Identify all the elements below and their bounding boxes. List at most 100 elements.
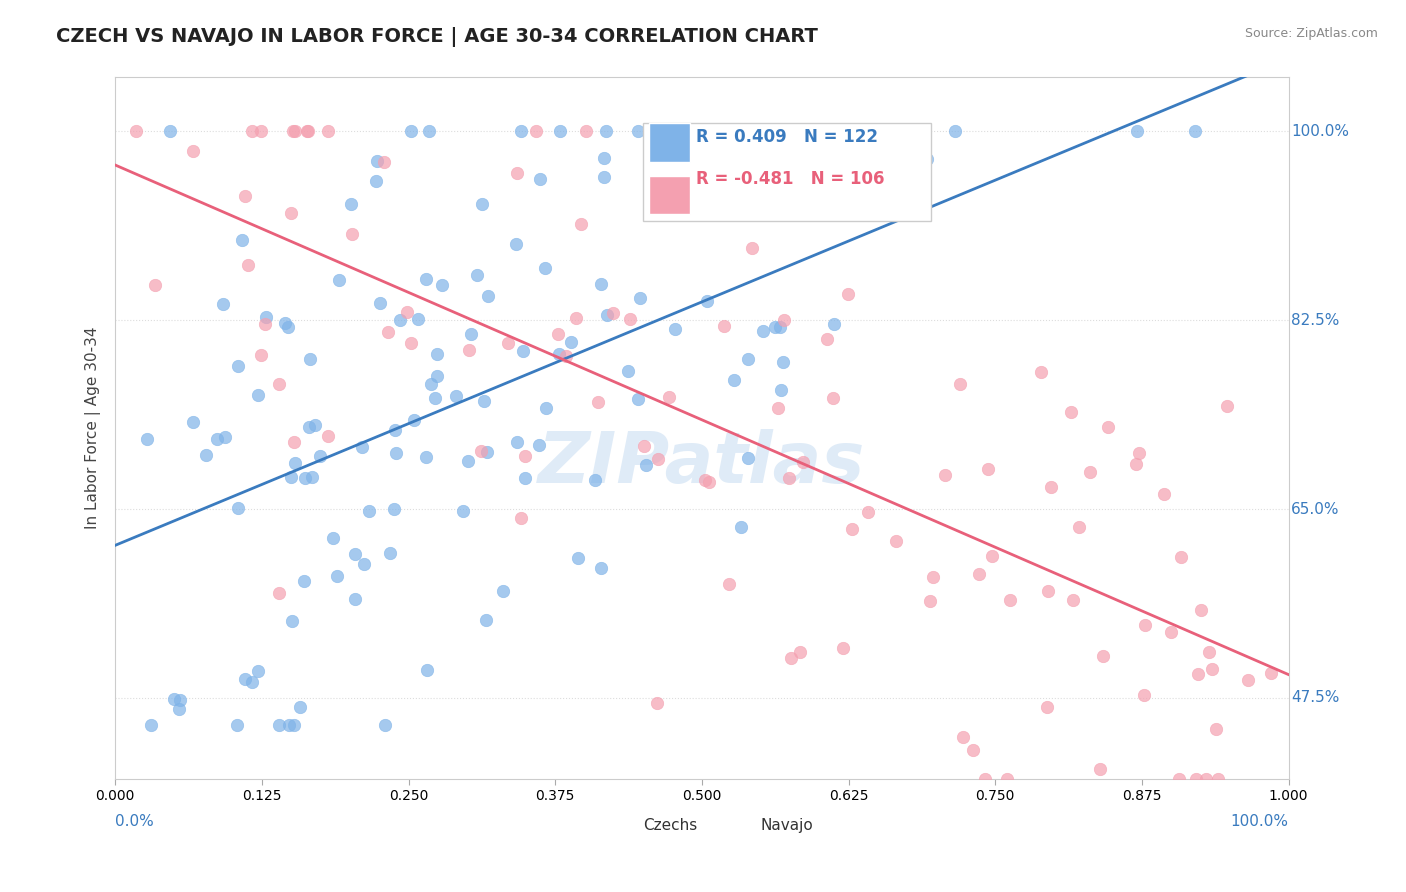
- Point: [831, 640, 853, 655]
- Point: [299, 351, 322, 366]
- Point: [426, 347, 449, 361]
- Point: [1039, 480, 1062, 494]
- Point: [513, 471, 536, 485]
- Point: [1216, 399, 1239, 413]
- Point: [322, 532, 344, 546]
- Point: [723, 373, 745, 387]
- Point: [1184, 772, 1206, 786]
- Point: [981, 549, 1004, 564]
- Point: [477, 444, 499, 458]
- Point: [792, 455, 814, 469]
- Point: [328, 273, 350, 287]
- Point: [430, 278, 453, 293]
- Point: [619, 311, 641, 326]
- Point: [284, 456, 307, 470]
- Point: [1133, 689, 1156, 703]
- Point: [943, 124, 966, 138]
- Text: R = -0.481   N = 106: R = -0.481 N = 106: [696, 170, 884, 188]
- Point: [373, 154, 395, 169]
- Point: [415, 272, 437, 286]
- Point: [647, 452, 669, 467]
- Point: [583, 474, 606, 488]
- Point: [633, 439, 655, 453]
- Point: [527, 438, 550, 452]
- Point: [205, 432, 228, 446]
- Point: [368, 296, 391, 310]
- Point: [995, 772, 1018, 786]
- Point: [841, 522, 863, 536]
- Point: [1189, 603, 1212, 617]
- Point: [283, 718, 305, 732]
- Point: [253, 317, 276, 331]
- Point: [278, 718, 301, 732]
- Point: [1126, 124, 1149, 138]
- Point: [534, 261, 557, 276]
- Point: [1029, 365, 1052, 379]
- Point: [231, 233, 253, 247]
- Point: [225, 718, 247, 732]
- Point: [246, 388, 269, 402]
- Point: [496, 336, 519, 351]
- Point: [1038, 583, 1060, 598]
- Text: 82.5%: 82.5%: [1291, 313, 1340, 327]
- Point: [226, 501, 249, 516]
- Point: [475, 613, 498, 627]
- Text: 65.0%: 65.0%: [1291, 501, 1340, 516]
- Point: [921, 570, 943, 584]
- Point: [564, 311, 586, 326]
- Point: [780, 651, 803, 665]
- Text: Czechs: Czechs: [643, 818, 697, 833]
- Point: [1062, 592, 1084, 607]
- Point: [374, 718, 396, 732]
- Point: [1160, 625, 1182, 640]
- Point: [297, 420, 319, 434]
- Point: [316, 124, 339, 138]
- Point: [250, 124, 273, 138]
- Point: [696, 293, 718, 308]
- Text: 100.0%: 100.0%: [1230, 814, 1289, 829]
- Point: [571, 217, 593, 231]
- Text: Source: ZipAtlas.com: Source: ZipAtlas.com: [1244, 27, 1378, 40]
- Point: [769, 320, 792, 334]
- Point: [1036, 700, 1059, 714]
- Y-axis label: In Labor Force | Age 30-34: In Labor Force | Age 30-34: [86, 326, 101, 530]
- Point: [378, 546, 401, 560]
- Point: [973, 772, 995, 786]
- Point: [547, 326, 569, 341]
- Point: [509, 511, 531, 525]
- Point: [534, 401, 557, 415]
- Point: [512, 343, 534, 358]
- Point: [554, 349, 576, 363]
- Text: 100.0%: 100.0%: [1291, 124, 1348, 139]
- Point: [280, 614, 302, 628]
- Point: [1201, 662, 1223, 676]
- Point: [626, 392, 648, 406]
- Point: [560, 335, 582, 350]
- Point: [505, 166, 527, 180]
- Point: [280, 469, 302, 483]
- Point: [294, 471, 316, 485]
- Point: [214, 430, 236, 444]
- Point: [770, 383, 793, 397]
- Point: [1198, 645, 1220, 659]
- Point: [254, 310, 277, 324]
- Point: [592, 170, 614, 185]
- Point: [550, 124, 572, 138]
- Point: [284, 124, 307, 138]
- Point: [962, 743, 984, 757]
- Point: [1060, 405, 1083, 419]
- Point: [688, 200, 710, 214]
- Point: [143, 278, 166, 293]
- Point: [181, 416, 204, 430]
- Point: [547, 347, 569, 361]
- Point: [596, 308, 619, 322]
- Point: [492, 583, 515, 598]
- Point: [998, 592, 1021, 607]
- Point: [768, 401, 790, 416]
- Point: [1078, 465, 1101, 479]
- Point: [567, 550, 589, 565]
- Point: [737, 352, 759, 367]
- Point: [283, 434, 305, 449]
- Point: [446, 389, 468, 403]
- Point: [240, 124, 263, 138]
